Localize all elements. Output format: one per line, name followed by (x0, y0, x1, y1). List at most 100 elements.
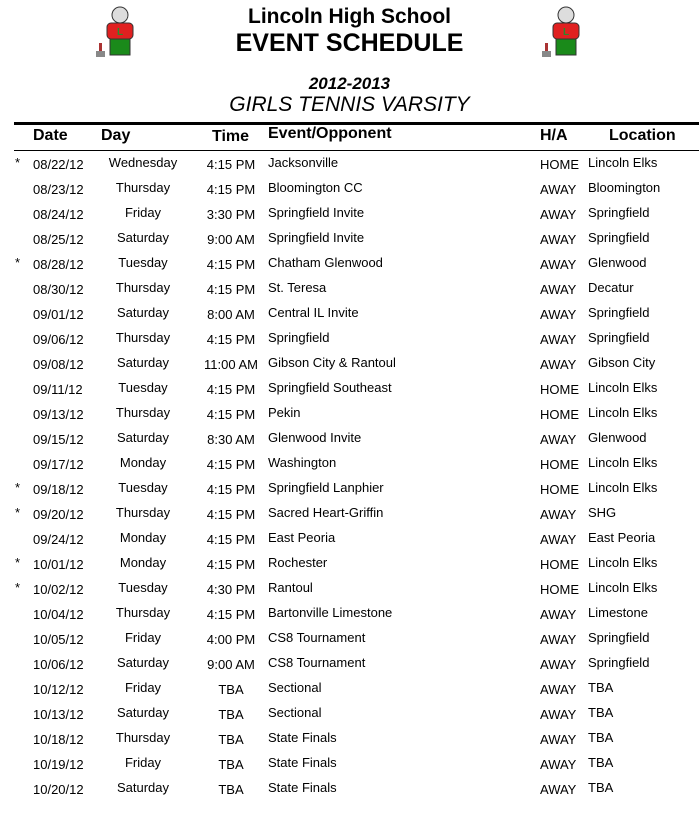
home-away: AWAY (540, 682, 577, 697)
event-time: TBA (218, 782, 244, 797)
table-row: 10/18/12 Thursday TBA State Finals AWAY TBA (0, 730, 699, 755)
event-opponent: Rantoul (268, 580, 313, 595)
event-location: Decatur (588, 280, 634, 295)
home-away: AWAY (540, 432, 577, 447)
event-date: 10/13/12 (33, 707, 84, 722)
event-location: Springfield (588, 655, 650, 670)
event-day: Saturday (116, 780, 170, 795)
event-date: 09/15/12 (33, 432, 84, 447)
event-day: Thursday (115, 280, 171, 295)
event-opponent: Sectional (268, 705, 322, 720)
event-time: 4:15 PM (206, 507, 256, 522)
event-day: Friday (124, 205, 162, 220)
star-marker: * (15, 480, 21, 495)
star-marker: * (15, 580, 21, 595)
event-location: TBA (588, 755, 614, 770)
event-date: 08/25/12 (33, 232, 84, 247)
event-time: 11:00 AM (204, 357, 258, 372)
event-day: Thursday (115, 505, 171, 520)
header-rule (14, 122, 699, 125)
event-opponent: Springfield Southeast (268, 380, 392, 395)
home-away: AWAY (540, 507, 577, 522)
event-opponent: Washington (268, 455, 337, 470)
event-opponent: Springfield Invite (268, 230, 365, 245)
event-opponent: East Peoria (268, 530, 336, 545)
event-date: 10/20/12 (33, 782, 84, 797)
event-location: Lincoln Elks (588, 155, 658, 170)
event-opponent: CS8 Tournament (268, 630, 366, 645)
home-away: HOME (540, 407, 579, 422)
table-row: 10/05/12 Friday 4:00 PM CS8 Tournament AWAY S… (0, 630, 699, 655)
col-time: Time (212, 128, 250, 145)
event-opponent: Jacksonville (268, 155, 339, 170)
table-row: * 10/01/12 Monday 4:15 PM Rochester HOME Linco… (0, 555, 699, 580)
event-location: Lincoln Elks (588, 555, 658, 570)
event-date: 10/02/12 (33, 582, 84, 597)
event-opponent: Chatham Glenwood (268, 255, 383, 270)
table-row: * 09/18/12 Tuesday 4:15 PM Springfield Lanph… (0, 480, 699, 505)
event-day: Thursday (115, 730, 171, 745)
event-date: 10/06/12 (33, 657, 84, 672)
event-date: 10/05/12 (33, 632, 84, 647)
event-location: Glenwood (588, 255, 647, 270)
event-time: TBA (218, 732, 244, 747)
home-away: AWAY (540, 757, 577, 772)
event-time: 8:30 AM (207, 432, 255, 447)
event-opponent: Springfield Invite (268, 205, 365, 220)
event-location: Springfield (588, 630, 650, 645)
event-day: Thursday (115, 330, 171, 345)
event-time: 8:00 AM (207, 307, 255, 322)
event-day: Saturday (116, 705, 170, 720)
event-day: Saturday (116, 655, 170, 670)
table-row: * 10/02/12 Tuesday 4:30 PM Rantoul HOME Lincol… (0, 580, 699, 605)
event-time: 4:15 PM (206, 332, 256, 347)
col-day: Day (101, 127, 131, 144)
event-opponent: CS8 Tournament (268, 655, 366, 670)
event-day: Saturday (116, 430, 170, 445)
table-row: 10/12/12 Friday TBA Sectional AWAY TBA (0, 680, 699, 705)
table-row: 10/13/12 Saturday TBA Sectional AWAY TBA (0, 705, 699, 730)
home-away: AWAY (540, 232, 577, 247)
home-away: HOME (540, 457, 579, 472)
home-away: AWAY (540, 357, 577, 372)
table-row: 10/20/12 Saturday TBA State Finals AWAY TBA (0, 780, 699, 805)
event-time: 4:15 PM (206, 557, 256, 572)
table-row: * 08/22/12 Wednesday 4:15 PM Jacksonville HOM… (0, 155, 699, 180)
col-ha: H/A (540, 127, 568, 144)
event-opponent: Pekin (268, 405, 301, 420)
event-opponent: Gibson City & Rantoul (268, 355, 396, 370)
event-location: Lincoln Elks (588, 455, 658, 470)
event-date: 09/08/12 (33, 357, 84, 372)
season: 2012-2013 (308, 74, 391, 93)
event-location: Springfield (588, 330, 650, 345)
event-time: TBA (218, 682, 244, 697)
home-away: AWAY (540, 782, 577, 797)
event-day: Wednesday (108, 155, 178, 170)
event-location: TBA (588, 680, 614, 695)
event-date: 09/01/12 (33, 307, 84, 322)
mascot-logo-left: L (96, 6, 134, 57)
home-away: AWAY (540, 607, 577, 622)
event-time: 4:15 PM (206, 282, 256, 297)
table-row: 08/23/12 Thursday 4:15 PM Bloomington CC AWA… (0, 180, 699, 205)
col-date: Date (33, 127, 68, 144)
event-day: Tuesday (118, 480, 168, 495)
table-row: 10/19/12 Friday TBA State Finals AWAY TBA (0, 755, 699, 780)
event-time: TBA (218, 757, 244, 772)
home-away: HOME (540, 482, 579, 497)
event-time: 4:30 PM (206, 582, 256, 597)
event-date: 09/20/12 (33, 507, 84, 522)
table-row: 09/06/12 Thursday 4:15 PM Springfield AWAY Sp… (0, 330, 699, 355)
event-location: Lincoln Elks (588, 580, 658, 595)
event-time: TBA (218, 707, 244, 722)
mascot-logo-right: L (542, 6, 580, 57)
event-time: 4:15 PM (206, 382, 256, 397)
event-day: Thursday (115, 405, 171, 420)
event-date: 10/19/12 (33, 757, 84, 772)
event-time: 9:00 AM (207, 657, 255, 672)
event-day: Tuesday (118, 580, 168, 595)
column-rule (14, 150, 699, 151)
home-away: AWAY (540, 182, 577, 197)
star-marker: * (15, 505, 21, 520)
page-title: EVENT SCHEDULE (235, 29, 464, 57)
